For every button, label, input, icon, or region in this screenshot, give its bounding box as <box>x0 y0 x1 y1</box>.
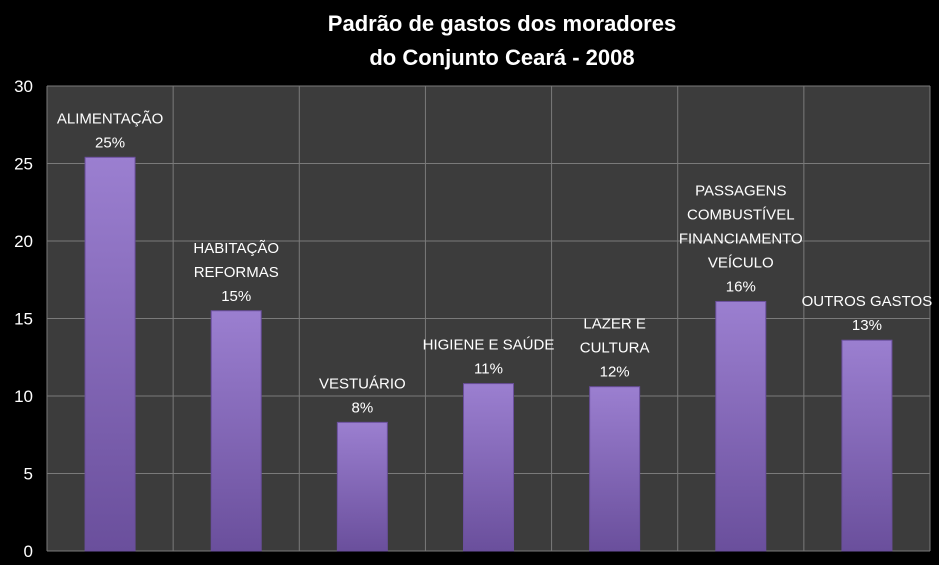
bar-value-label: 15% <box>221 288 251 305</box>
y-tick-label: 5 <box>24 465 33 484</box>
y-tick-label: 30 <box>14 77 33 96</box>
bar-category-label: ALIMENTAÇÃO <box>57 110 163 127</box>
bar <box>841 339 893 552</box>
bar-category-label: VEÍCULO <box>708 254 774 271</box>
bar <box>84 156 136 552</box>
bars <box>84 156 893 552</box>
bar-category-label: OUTROS GASTOS <box>802 293 933 310</box>
bar-value-label: 16% <box>726 278 756 295</box>
bar-value-label: 13% <box>852 317 882 334</box>
bar-value-label: 8% <box>352 399 374 416</box>
bar-category-label: COMBUSTÍVEL <box>687 206 795 223</box>
bar-category-label: VESTUÁRIO <box>319 375 406 392</box>
bar-value-label: 11% <box>474 361 503 378</box>
y-tick-label: 10 <box>14 387 33 406</box>
y-tick-label: 20 <box>14 232 33 251</box>
bar <box>589 386 641 552</box>
bar <box>210 310 262 552</box>
bar-value-label: 25% <box>95 134 125 151</box>
bar-category-label: FINANCIAMENTO <box>679 230 803 247</box>
chart-title: Padrão de gastos dos moradores do Conjun… <box>328 11 676 70</box>
y-tick-label: 15 <box>14 310 33 329</box>
bar-category-label: PASSAGENS <box>695 182 786 199</box>
bar-category-label: HABITAÇÃO <box>193 240 279 257</box>
bar <box>336 421 388 552</box>
bar-category-label: LAZER E <box>583 316 646 333</box>
chart-title-line-1: Padrão de gastos dos moradores <box>328 11 676 36</box>
chart-title-line-2: do Conjunto Ceará - 2008 <box>369 45 634 70</box>
bar-value-label: 12% <box>600 364 630 381</box>
y-tick-label: 25 <box>14 155 33 174</box>
bar-category-label: HIGIENE E SAÚDE <box>423 337 555 354</box>
y-axis-ticks: 0 5 10 15 20 25 30 <box>14 77 33 561</box>
y-tick-label: 0 <box>24 542 33 561</box>
data-labels: ALIMENTAÇÃO 25% HABITAÇÃO REFORMAS 15% VESTUÁ… <box>57 110 932 416</box>
bar-category-label: REFORMAS <box>194 264 279 281</box>
bar <box>715 300 767 552</box>
bar-category-label: CULTURA <box>580 340 650 357</box>
bar <box>463 383 514 552</box>
